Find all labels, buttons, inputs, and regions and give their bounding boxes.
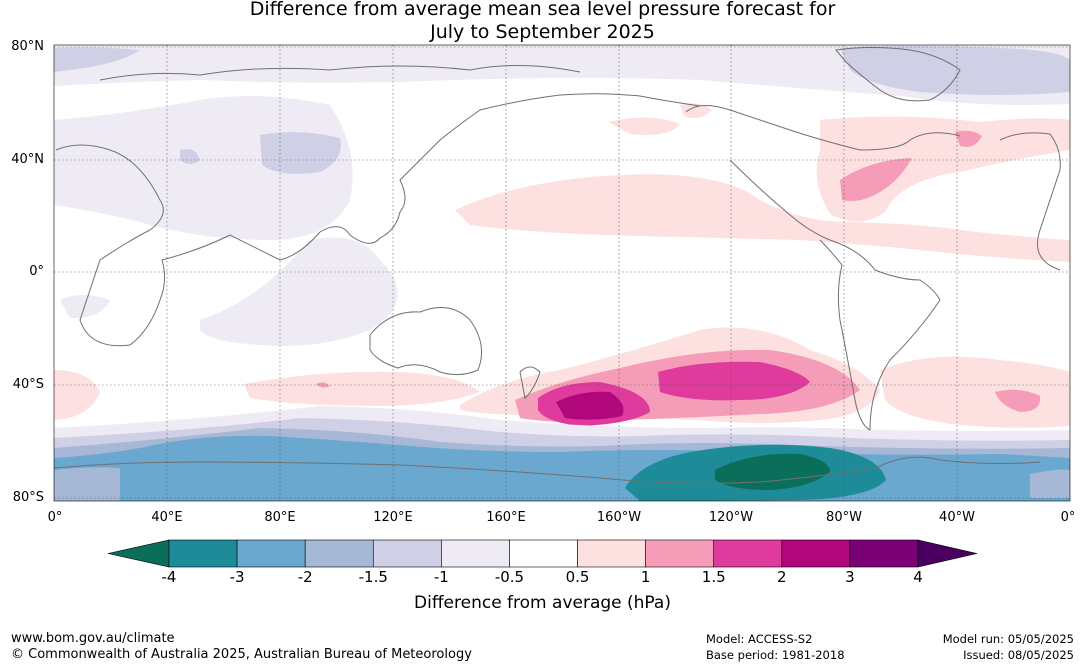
map-title-line1: Difference from average mean sea level p… bbox=[249, 0, 836, 20]
colorbar-tick-label: 0.5 bbox=[565, 568, 590, 586]
colorbar-tick-label: -2 bbox=[297, 568, 313, 586]
footer-model-run: Model run: 05/05/2025 bbox=[942, 632, 1074, 646]
colorbar-segment bbox=[168, 539, 238, 568]
lon-label-120e: 120°E bbox=[373, 510, 413, 525]
lon-label-80w: 80°W bbox=[826, 510, 862, 525]
lon-label-160e: 160°E bbox=[486, 510, 526, 525]
colorbar-tick-label: -4 bbox=[161, 568, 177, 586]
map-frame bbox=[53, 44, 1071, 502]
lon-label-40w: 40°W bbox=[939, 510, 975, 525]
colorbar-segment bbox=[781, 539, 851, 568]
colorbar-segment bbox=[441, 539, 510, 568]
lat-label-80s: 80°S bbox=[12, 490, 44, 505]
colorbar-tick-label: -1 bbox=[433, 568, 449, 586]
colorbar-tick-label: -3 bbox=[229, 568, 245, 586]
colorbar-segment bbox=[372, 539, 442, 568]
lat-label-40n: 40°N bbox=[11, 152, 44, 167]
lon-label-0-west: 0° bbox=[47, 510, 63, 525]
north-atlantic-positive-region bbox=[816, 116, 1070, 222]
footer-issued: Issued: 08/05/2025 bbox=[963, 648, 1074, 662]
footer-url[interactable]: www.bom.gov.au/climate bbox=[11, 631, 175, 646]
colorbar-tick-label: 2 bbox=[777, 568, 787, 586]
colorbar bbox=[107, 539, 978, 568]
lon-label-40e: 40°E bbox=[151, 510, 183, 525]
eurasia-negative-region bbox=[54, 96, 353, 240]
lat-label-80n: 80°N bbox=[11, 39, 44, 54]
lon-label-160w: 160°W bbox=[596, 510, 642, 525]
colorbar-arrow-high bbox=[917, 539, 978, 568]
colorbar-segment bbox=[304, 539, 374, 568]
indian-ocean-negative-region bbox=[200, 237, 398, 346]
footer-base-period: Base period: 1981-2018 bbox=[706, 648, 845, 662]
colorbar-arrow-low bbox=[107, 539, 170, 568]
map-title-line2: July to September 2025 bbox=[430, 21, 655, 43]
graticule bbox=[54, 45, 1070, 501]
greenland-negative-region bbox=[840, 46, 1070, 95]
colorbar-tick-label: -0.5 bbox=[494, 568, 525, 586]
colorbar-segment bbox=[713, 539, 783, 568]
colorbar-tick-label: 1 bbox=[640, 568, 651, 586]
footer-copyright: © Commonwealth of Australia 2025, Austra… bbox=[11, 647, 472, 662]
north-pacific-positive-region bbox=[455, 174, 1070, 262]
colorbar-tick-label: -1.5 bbox=[358, 568, 388, 586]
anomaly-fill-layer bbox=[54, 45, 1070, 501]
footer-model: Model: ACCESS-S2 bbox=[706, 632, 813, 646]
colorbar-tick-label: 1.5 bbox=[701, 568, 726, 586]
lon-label-80e: 80°E bbox=[264, 510, 296, 525]
colorbar-segment bbox=[645, 539, 715, 568]
arctic-negative-region bbox=[54, 45, 1070, 105]
colorbar-segment bbox=[849, 539, 919, 568]
colorbar-tick-label: 3 bbox=[845, 568, 855, 586]
coastlines bbox=[54, 47, 1061, 484]
lon-label-0-east: 0° bbox=[1060, 510, 1076, 525]
lat-label-40s: 40°S bbox=[12, 377, 44, 392]
colorbar-tick-label: 4 bbox=[913, 568, 923, 586]
colorbar-segment bbox=[577, 539, 646, 568]
lon-label-120w: 120°W bbox=[708, 510, 754, 525]
colorbar-segment bbox=[236, 539, 306, 568]
colorbar-segment bbox=[509, 539, 578, 568]
lat-label-0: 0° bbox=[29, 264, 44, 279]
colorbar-title: Difference from average (hPa) bbox=[414, 593, 671, 613]
